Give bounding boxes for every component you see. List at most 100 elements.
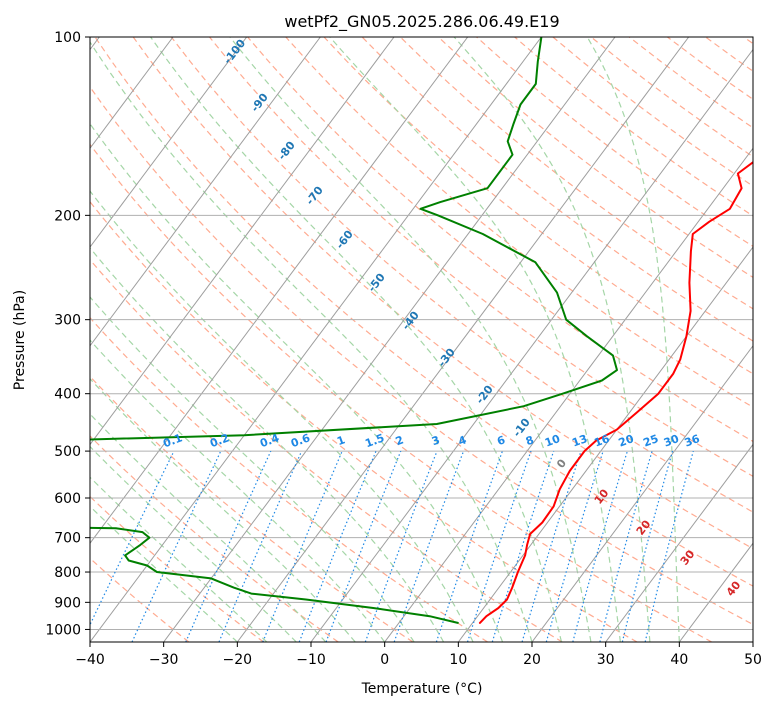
moist-adiabat-line: [90, 339, 386, 642]
moist-adiabat-label: 40: [724, 578, 744, 598]
moist-adiabat-line: [90, 377, 356, 642]
isotherm-line: [163, 37, 616, 642]
y-axis-label: Pressure (hPa): [12, 290, 28, 390]
isotherm-line: [90, 37, 542, 642]
mixing-ratio-label: 16: [593, 432, 612, 450]
isotherm-line: [605, 443, 753, 642]
x-tick-label: −40: [75, 652, 105, 668]
y-tick-label: 900: [54, 595, 81, 611]
mixing-ratio-label: 1.5: [363, 431, 386, 450]
moist-adiabat-line: [90, 476, 268, 642]
dry-adiabat-label: -70: [303, 184, 326, 208]
mixing-ratio-line: [621, 450, 674, 642]
plot-frame: [89, 36, 754, 643]
plot-area: 0.1 0.2 0.4 0.6 1 1.5 2 3 4 6 8 10 13 16 20 25 30 36-100-…: [90, 37, 753, 642]
dry-adiabat-line: [399, 37, 753, 310]
y-tick-label: 600: [54, 491, 81, 507]
mixing-ratio-label: 4: [457, 433, 469, 448]
isotherm-line: [90, 37, 321, 347]
dry-adiabat-line: [90, 316, 488, 642]
mixing-ratio-line: [599, 450, 653, 642]
mixing-ratio-line: [364, 450, 438, 642]
dry-adiabat-line: [361, 37, 753, 342]
y-tick-label: 800: [54, 565, 81, 581]
moist-adiabat-line: [90, 41, 533, 642]
isotherm-line: [457, 246, 753, 642]
mixing-ratio-line: [521, 450, 582, 642]
y-tick-label: 200: [54, 208, 81, 224]
x-tick-label: 20: [523, 652, 541, 668]
mixing-ratio-label: 20: [617, 432, 636, 450]
moist-adiabat-line: [329, 37, 621, 642]
dry-adiabats: [90, 37, 753, 642]
y-tick-label: 500: [54, 444, 81, 460]
x-tick-label: 30: [597, 652, 615, 668]
mixing-ratio-label: 13: [570, 432, 589, 449]
x-tick-label: 10: [449, 652, 467, 668]
mixing-ratio-label: 3: [430, 433, 442, 448]
sounding-series: [90, 37, 753, 624]
mixing-ratio-label: 8: [524, 433, 536, 448]
dry-adiabat-line: [90, 375, 414, 642]
mixing-ratio-line: [298, 450, 377, 642]
y-tick-label: 100: [54, 30, 81, 46]
dry-adiabat-label: -80: [275, 139, 298, 163]
dry-adiabat-line: [209, 37, 753, 477]
mixing-ratio-lines: [90, 450, 694, 642]
mixing-ratio-line: [393, 450, 465, 642]
y-tick-label: 700: [54, 531, 81, 547]
isobars: [90, 37, 753, 630]
moist-adiabat-label: 0: [554, 456, 569, 470]
dry-adiabat-line: [170, 37, 753, 513]
mixing-ratio-label: 36: [683, 432, 702, 450]
x-tick-label: 50: [744, 652, 762, 668]
mixing-ratio-line: [185, 450, 272, 642]
dry-adiabat-label: -100: [221, 37, 248, 67]
dry-adiabat-line: [90, 200, 638, 642]
dry-adiabat-line: [94, 37, 753, 587]
dry-adiabat-line: [437, 37, 753, 279]
isotherm-line: [90, 37, 248, 248]
y-axis-ticks: 100 200 300 400 500 600 700 800 900 1000: [45, 30, 90, 638]
chart-title: wetPf2_GN05.2025.286.06.49.E19: [284, 12, 559, 32]
isotherm-line: [384, 147, 753, 642]
x-tick-label: −10: [296, 652, 326, 668]
dry-adiabat-label: -40: [399, 309, 422, 333]
isotherms: [90, 37, 753, 642]
isotherm-line: [678, 542, 753, 642]
moist-adiabat-line: [229, 37, 592, 642]
mixing-ratio-line: [435, 450, 503, 642]
mixing-ratio-label: 30: [662, 432, 681, 450]
dry-adiabat-line: [743, 37, 753, 45]
dry-adiabat-line: [90, 435, 339, 642]
moist-adiabat-label: 10: [592, 486, 612, 506]
dry-adiabat-line: [323, 37, 753, 375]
dewpoint-line: [90, 526, 459, 624]
dry-adiabat-label: -50: [365, 271, 388, 295]
x-tick-label: −20: [223, 652, 253, 668]
moist-adiabat-line: [453, 37, 651, 642]
isotherm-line: [90, 37, 174, 150]
isotherm-line: [531, 344, 753, 642]
dry-adiabat-line: [705, 37, 753, 72]
dry-adiabat-label: -30: [435, 346, 458, 370]
moist-adiabat-line: [90, 296, 415, 642]
dewpoint-line: [90, 37, 618, 441]
mixing-ratio-line: [572, 450, 628, 642]
mixing-ratio-line: [262, 450, 343, 642]
dry-adiabat-line: [552, 37, 753, 187]
y-tick-label: 400: [54, 387, 81, 403]
mixing-ratio-label: 25: [641, 432, 660, 449]
mixing-ratio-line: [644, 450, 694, 642]
moist-adiabat-line: [90, 122, 504, 642]
dry-adiabat-label: -60: [333, 228, 356, 252]
isotherm-line: [752, 641, 753, 642]
mixing-ratio-label: 6: [495, 433, 507, 448]
dry-adiabat-line: [90, 258, 563, 642]
moist-adiabat-line: [150, 37, 563, 642]
x-axis-label: Temperature (°C): [361, 681, 483, 697]
mixing-ratio-line: [218, 450, 303, 642]
temperature-line: [478, 160, 753, 624]
moist-adiabat-line: [90, 445, 297, 642]
